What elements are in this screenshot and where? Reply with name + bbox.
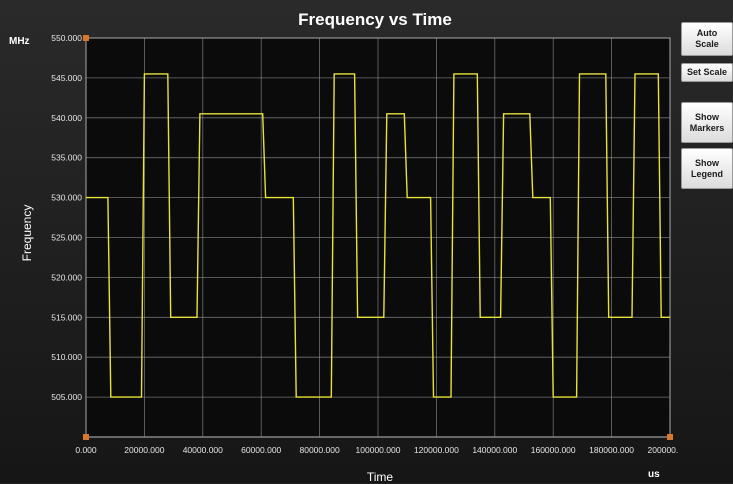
chart-panel: Frequency vs Time MHz Frequency Time us …: [0, 0, 678, 484]
x-tick-label: 0.000: [75, 445, 97, 455]
y-tick-label: 505.000: [51, 392, 82, 402]
y-tick-label: 535.000: [51, 153, 82, 163]
x-tick-label: 40000.000: [183, 445, 223, 455]
frequency-trace: [86, 73, 670, 398]
y-unit-label: MHz: [9, 36, 30, 47]
show-legend-button[interactable]: Show Legend: [681, 148, 733, 189]
y-tick-label: 545.000: [51, 73, 82, 83]
y-tick-label: 525.000: [51, 233, 82, 243]
y-tick-label: 510.000: [51, 352, 82, 362]
set-scale-button[interactable]: Set Scale: [681, 63, 733, 82]
x-unit-label: us: [648, 469, 660, 480]
y-tick-label: 520.000: [51, 272, 82, 282]
x-axis-label: Time: [366, 470, 394, 484]
show-markers-button[interactable]: Show Markers: [681, 102, 733, 143]
corner-marker: [83, 434, 89, 440]
x-tick-label: 180000.000: [589, 445, 634, 455]
x-tick-label: 80000.000: [300, 445, 340, 455]
auto-scale-button[interactable]: Auto Scale: [681, 22, 733, 56]
corner-marker: [667, 434, 673, 440]
y-tick-label: 515.000: [51, 312, 82, 322]
y-tick-label: 550.000: [51, 33, 82, 43]
y-tick-label: 530.000: [51, 193, 82, 203]
corner-marker: [83, 35, 89, 41]
x-tick-label: 60000.000: [241, 445, 281, 455]
x-tick-label: 200000.000: [648, 445, 678, 455]
x-tick-label: 120000.000: [414, 445, 459, 455]
x-tick-label: 20000.000: [124, 445, 164, 455]
x-tick-label: 140000.000: [472, 445, 517, 455]
frequency-plot[interactable]: 0.000 20000.000 40000.000 60000.000 80000.00…: [0, 0, 678, 483]
x-tick-label: 100000.000: [356, 445, 401, 455]
chart-title: Frequency vs Time: [298, 10, 452, 29]
y-tick-label: 540.000: [51, 113, 82, 123]
x-tick-label: 160000.000: [531, 445, 576, 455]
